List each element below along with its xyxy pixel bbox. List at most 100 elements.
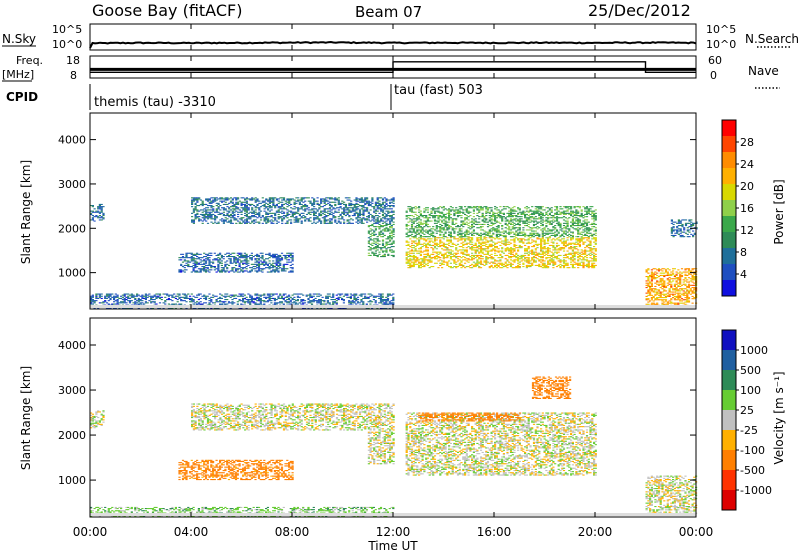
range-time-cell xyxy=(265,213,268,215)
range-time-cell xyxy=(197,253,200,255)
range-time-cell xyxy=(479,209,483,211)
range-time-cell xyxy=(548,260,551,262)
range-time-cell xyxy=(471,259,474,261)
range-time-cell xyxy=(378,207,381,209)
range-time-cell xyxy=(659,279,662,281)
range-time-cell xyxy=(421,216,424,218)
range-time-cell xyxy=(486,221,490,223)
range-time-cell xyxy=(268,199,271,201)
range-time-cell xyxy=(367,249,370,251)
range-time-cell xyxy=(190,253,193,255)
range-time-cell xyxy=(272,254,275,256)
range-time-cell xyxy=(300,212,303,214)
range-time-cell xyxy=(219,219,222,221)
range-time-cell xyxy=(380,225,383,227)
range-time-cell xyxy=(492,267,495,269)
range-time-cell xyxy=(433,210,437,212)
range-time-cell xyxy=(536,210,539,212)
range-time-cell xyxy=(194,262,197,264)
range-time-cell xyxy=(217,211,220,213)
range-time-cell xyxy=(383,208,386,210)
range-time-cell xyxy=(277,270,280,272)
range-time-cell xyxy=(307,209,310,211)
range-time-cell xyxy=(371,239,374,241)
range-time-cell xyxy=(205,199,208,201)
range-time-cell xyxy=(229,261,232,263)
range-time-cell xyxy=(217,269,220,271)
range-time-cell xyxy=(204,261,208,263)
range-time-cell xyxy=(464,257,467,259)
range-time-cell xyxy=(437,221,440,223)
range-time-cell xyxy=(647,292,650,294)
range-time-cell xyxy=(469,267,472,269)
range-time-cell xyxy=(210,217,213,219)
range-time-cell xyxy=(387,228,390,230)
range-time-cell xyxy=(281,203,284,205)
range-time-cell xyxy=(442,260,445,262)
range-time-cell xyxy=(657,294,661,296)
range-time-cell xyxy=(594,238,597,240)
range-time-cell xyxy=(261,269,264,271)
range-time-cell xyxy=(573,222,576,224)
range-time-cell xyxy=(529,219,532,221)
range-time-cell xyxy=(449,266,452,268)
range-time-cell xyxy=(483,218,486,220)
range-time-cell xyxy=(267,218,270,220)
range-time-cell xyxy=(444,220,447,222)
range-time-cell xyxy=(593,262,596,264)
range-time-cell xyxy=(584,247,587,249)
range-time-cell xyxy=(419,223,422,225)
range-time-cell xyxy=(286,254,289,256)
range-time-cell xyxy=(274,206,277,208)
range-time-cell xyxy=(584,208,587,210)
range-time-cell xyxy=(291,213,294,215)
range-time-cell xyxy=(593,216,596,218)
range-time-cell xyxy=(499,244,502,246)
range-time-cell xyxy=(428,261,431,263)
range-time-cell xyxy=(416,243,419,245)
range-time-cell xyxy=(236,258,239,260)
range-time-cell xyxy=(414,246,417,248)
range-time-cell xyxy=(432,228,435,230)
range-time-cell xyxy=(471,238,474,240)
range-time-cell xyxy=(492,233,495,235)
range-time-cell xyxy=(249,271,252,273)
range-time-cell xyxy=(568,243,571,245)
range-time-cell xyxy=(517,262,520,264)
range-time-cell xyxy=(231,206,234,208)
range-time-cell xyxy=(428,240,431,242)
range-time-cell xyxy=(190,258,193,260)
range-time-cell xyxy=(650,280,653,282)
range-time-cell xyxy=(464,206,467,208)
range-time-cell xyxy=(210,202,213,204)
range-time-cell xyxy=(418,223,421,225)
range-time-cell xyxy=(552,232,555,234)
range-time-cell xyxy=(541,236,544,238)
range-time-cell xyxy=(465,258,468,260)
range-time-cell xyxy=(462,259,465,261)
range-time-cell xyxy=(385,199,388,201)
range-time-cell xyxy=(578,219,581,221)
range-time-cell xyxy=(458,259,461,261)
range-time-cell xyxy=(661,268,664,270)
range-time-cell xyxy=(591,215,594,217)
range-time-cell xyxy=(409,228,412,230)
range-time-cell xyxy=(231,208,234,210)
range-time-cell xyxy=(410,209,414,211)
range-time-cell xyxy=(494,247,497,249)
range-time-cell xyxy=(499,267,502,269)
range-time-cell xyxy=(589,249,592,251)
range-time-cell xyxy=(495,207,498,209)
range-time-cell xyxy=(513,212,516,214)
range-time-cell xyxy=(548,230,551,232)
range-time-cell xyxy=(538,256,541,258)
range-time-cell xyxy=(435,254,438,256)
range-time-cell xyxy=(559,236,562,238)
range-time-cell xyxy=(390,238,393,240)
range-time-cell xyxy=(249,257,252,259)
range-time-cell xyxy=(280,252,284,254)
range-time-cell xyxy=(566,231,569,233)
range-time-cell xyxy=(337,199,340,201)
range-time-cell xyxy=(555,258,559,260)
range-time-cell xyxy=(515,247,518,249)
